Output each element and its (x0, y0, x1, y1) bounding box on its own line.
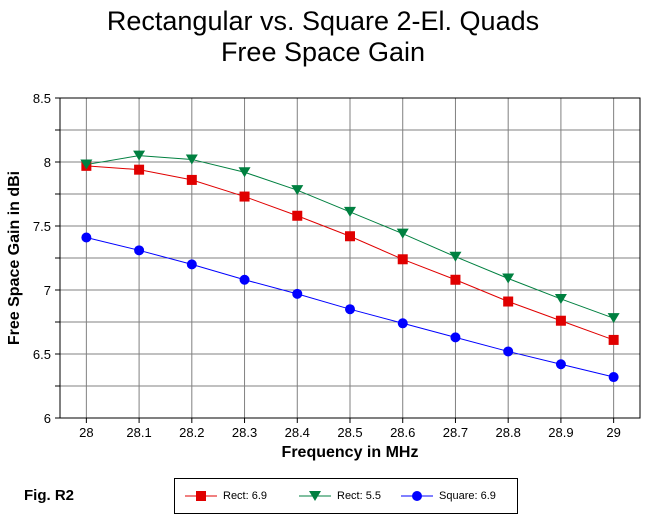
data-point-rect-6-9 (345, 231, 355, 242)
data-point-rect-5-5 (80, 159, 93, 170)
data-point-rect-6-9 (186, 174, 197, 185)
data-point-rect-6-9 (292, 210, 303, 221)
legend-swatch-square-6-9 (401, 491, 433, 501)
legend-label-square-6-9: Square: 6.9 (439, 490, 496, 502)
x-tick-label: 28.3 (232, 425, 257, 440)
x-axis-label: Frequency in MHz (282, 444, 419, 461)
data-point-rect-5-5 (344, 206, 356, 217)
chart-title-line-1: Rectangular vs. Square 2-El. Quads (106, 6, 540, 36)
legend-item-square-6-9: Square: 6.9 (401, 488, 496, 504)
legend-marker (309, 491, 321, 501)
y-tick-label: 8.5 (33, 91, 51, 106)
x-tick-label: 28.5 (337, 425, 362, 440)
data-point-square-6-9 (292, 288, 303, 299)
data-point-square-6-9 (397, 318, 408, 329)
data-point-rect-5-5 (554, 293, 567, 304)
data-point-rect-5-5 (291, 185, 304, 196)
x-tick-label: 28.6 (390, 425, 415, 440)
data-point-rect-5-5 (396, 228, 409, 239)
x-tick-label: 28.9 (548, 425, 573, 440)
legend-swatch-rect-5-5 (299, 491, 331, 501)
data-point-square-6-9 (239, 274, 250, 285)
y-axis-label: Free Space Gain in dBi (6, 171, 23, 345)
series-rect-5-5 (80, 150, 620, 324)
data-point-rect-6-9 (503, 296, 514, 307)
legend-label-rect-5-5: Rect: 5.5 (337, 490, 382, 502)
data-point-rect-6-9 (134, 164, 145, 175)
x-axis: 28 28.1 28.2 28.3 28.4 28.5 28.6 28.7 28.8 28.9 29 (79, 418, 621, 440)
data-point-rect-6-9 (555, 315, 566, 326)
data-point-square-6-9 (503, 346, 514, 357)
data-point-rect-5-5 (133, 150, 146, 161)
legend-marker (412, 491, 422, 501)
x-tick-label: 29 (606, 425, 620, 440)
y-tick-label: 7.5 (33, 219, 51, 234)
x-tick-label: 28.2 (179, 425, 204, 440)
data-point-square-6-9 (134, 245, 145, 256)
figure-label: Fig. R2 (24, 487, 75, 504)
data-point-rect-6-9 (450, 274, 461, 285)
data-point-square-6-9 (345, 304, 355, 315)
data-point-rect-5-5 (185, 154, 198, 165)
x-tick-label: 28.7 (443, 425, 468, 440)
legend-marker (196, 491, 206, 501)
data-point-rect-5-5 (449, 251, 462, 262)
x-tick-label: 28.8 (496, 425, 521, 440)
grid (60, 97, 640, 419)
chart-title-line-2: Free Space Gain (220, 37, 426, 67)
data-point-rect-6-9 (397, 254, 408, 265)
legend: Rect: 6.9 Rect: 5.5 Square: 6.9 (174, 478, 518, 514)
data-point-square-6-9 (186, 259, 197, 270)
y-tick-label: 7 (44, 283, 51, 298)
y-tick-label: 8 (44, 155, 51, 170)
y-tick-label: 6 (44, 411, 51, 426)
data-point-square-6-9 (555, 359, 566, 370)
series-rect-6-9 (81, 160, 619, 345)
x-tick-label: 28 (79, 425, 93, 440)
legend-swatch-rect-6-9 (185, 491, 217, 501)
x-tick-label: 28.4 (285, 425, 310, 440)
data-point-square-6-9 (450, 332, 461, 343)
x-tick-label: 28.1 (126, 425, 151, 440)
y-tick-label: 6.5 (33, 347, 51, 362)
data-point-rect-5-5 (502, 273, 515, 284)
chart-title: Rectangular vs. Square 2-El. Quads Free … (0, 6, 646, 68)
data-point-rect-6-9 (239, 191, 250, 202)
legend-item-rect-6-9: Rect: 6.9 (185, 488, 267, 504)
y-axis: 8.5 8 7.5 7 6.5 6 (33, 91, 60, 426)
data-point-square-6-9 (608, 372, 619, 383)
data-point-rect-5-5 (238, 167, 251, 178)
legend-label-rect-6-9: Rect: 6.9 (223, 490, 268, 502)
data-point-square-6-9 (81, 232, 92, 243)
series-layer (80, 150, 620, 383)
legend-item-rect-5-5: Rect: 5.5 (299, 488, 381, 504)
data-point-rect-6-9 (608, 334, 619, 345)
series-square-6-9 (81, 232, 619, 383)
data-point-rect-5-5 (607, 313, 620, 324)
